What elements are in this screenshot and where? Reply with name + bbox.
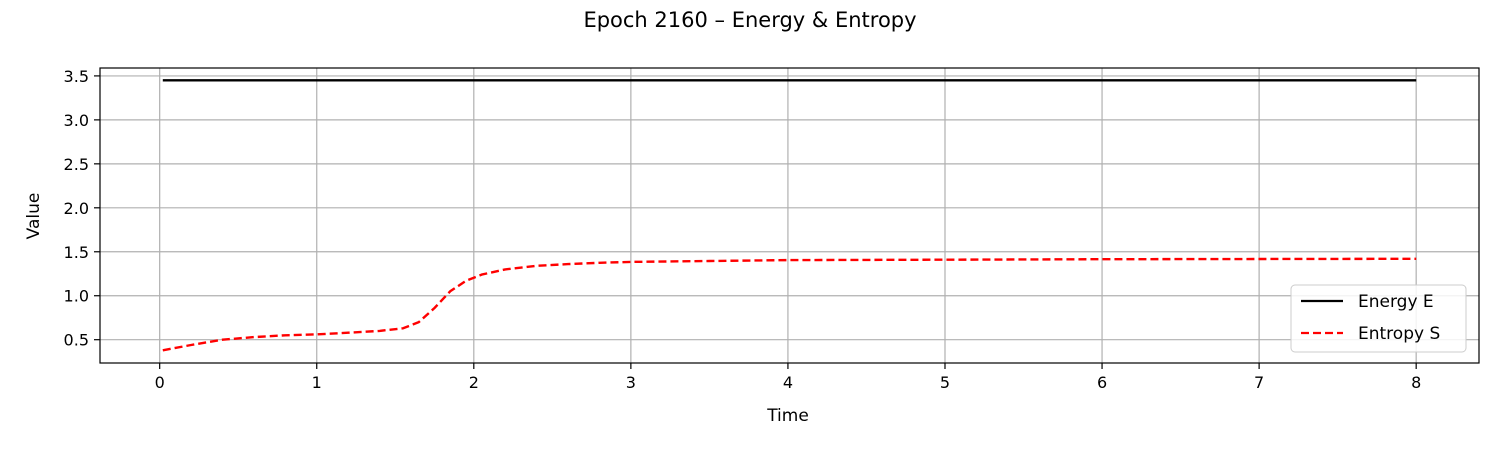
chart-title: Epoch 2160 – Energy & Entropy bbox=[583, 8, 916, 32]
series-line-entropy bbox=[162, 257, 1417, 352]
y-tick-label: 1.5 bbox=[64, 243, 89, 262]
y-axis-label: Value bbox=[24, 193, 44, 240]
x-tick-label: 8 bbox=[1411, 373, 1421, 392]
x-tick-label: 3 bbox=[626, 373, 636, 392]
series-layer bbox=[162, 79, 1417, 352]
x-tick-label: 1 bbox=[312, 373, 322, 392]
x-tick-label: 2 bbox=[469, 373, 479, 392]
legend-label-entropy: Entropy S bbox=[1358, 324, 1440, 344]
x-tick-label: 7 bbox=[1254, 373, 1264, 392]
x-tick-label: 4 bbox=[783, 373, 793, 392]
x-tick-label: 0 bbox=[155, 373, 165, 392]
plot-frame bbox=[99, 67, 1480, 364]
grid-layer bbox=[100, 68, 1479, 363]
legend: Energy E Entropy S bbox=[1290, 284, 1467, 353]
legend-label-energy: Energy E bbox=[1358, 292, 1434, 312]
x-axis-label: Time bbox=[766, 406, 809, 426]
x-tick-label: 5 bbox=[940, 373, 950, 392]
y-tick-label: 0.5 bbox=[64, 331, 89, 350]
y-tick-label: 3.5 bbox=[64, 67, 89, 86]
x-tick-label: 6 bbox=[1097, 373, 1107, 392]
y-tick-label: 1.0 bbox=[64, 287, 89, 306]
y-tick-label: 2.0 bbox=[64, 199, 89, 218]
y-tick-label: 3.0 bbox=[64, 111, 89, 130]
tick-layer: 0 1 2 3 4 5 6 7 8 0.5 1.0 1.5 2.0 2.5 3.0 3.5 bbox=[64, 67, 1422, 392]
y-tick-label: 2.5 bbox=[64, 155, 89, 174]
